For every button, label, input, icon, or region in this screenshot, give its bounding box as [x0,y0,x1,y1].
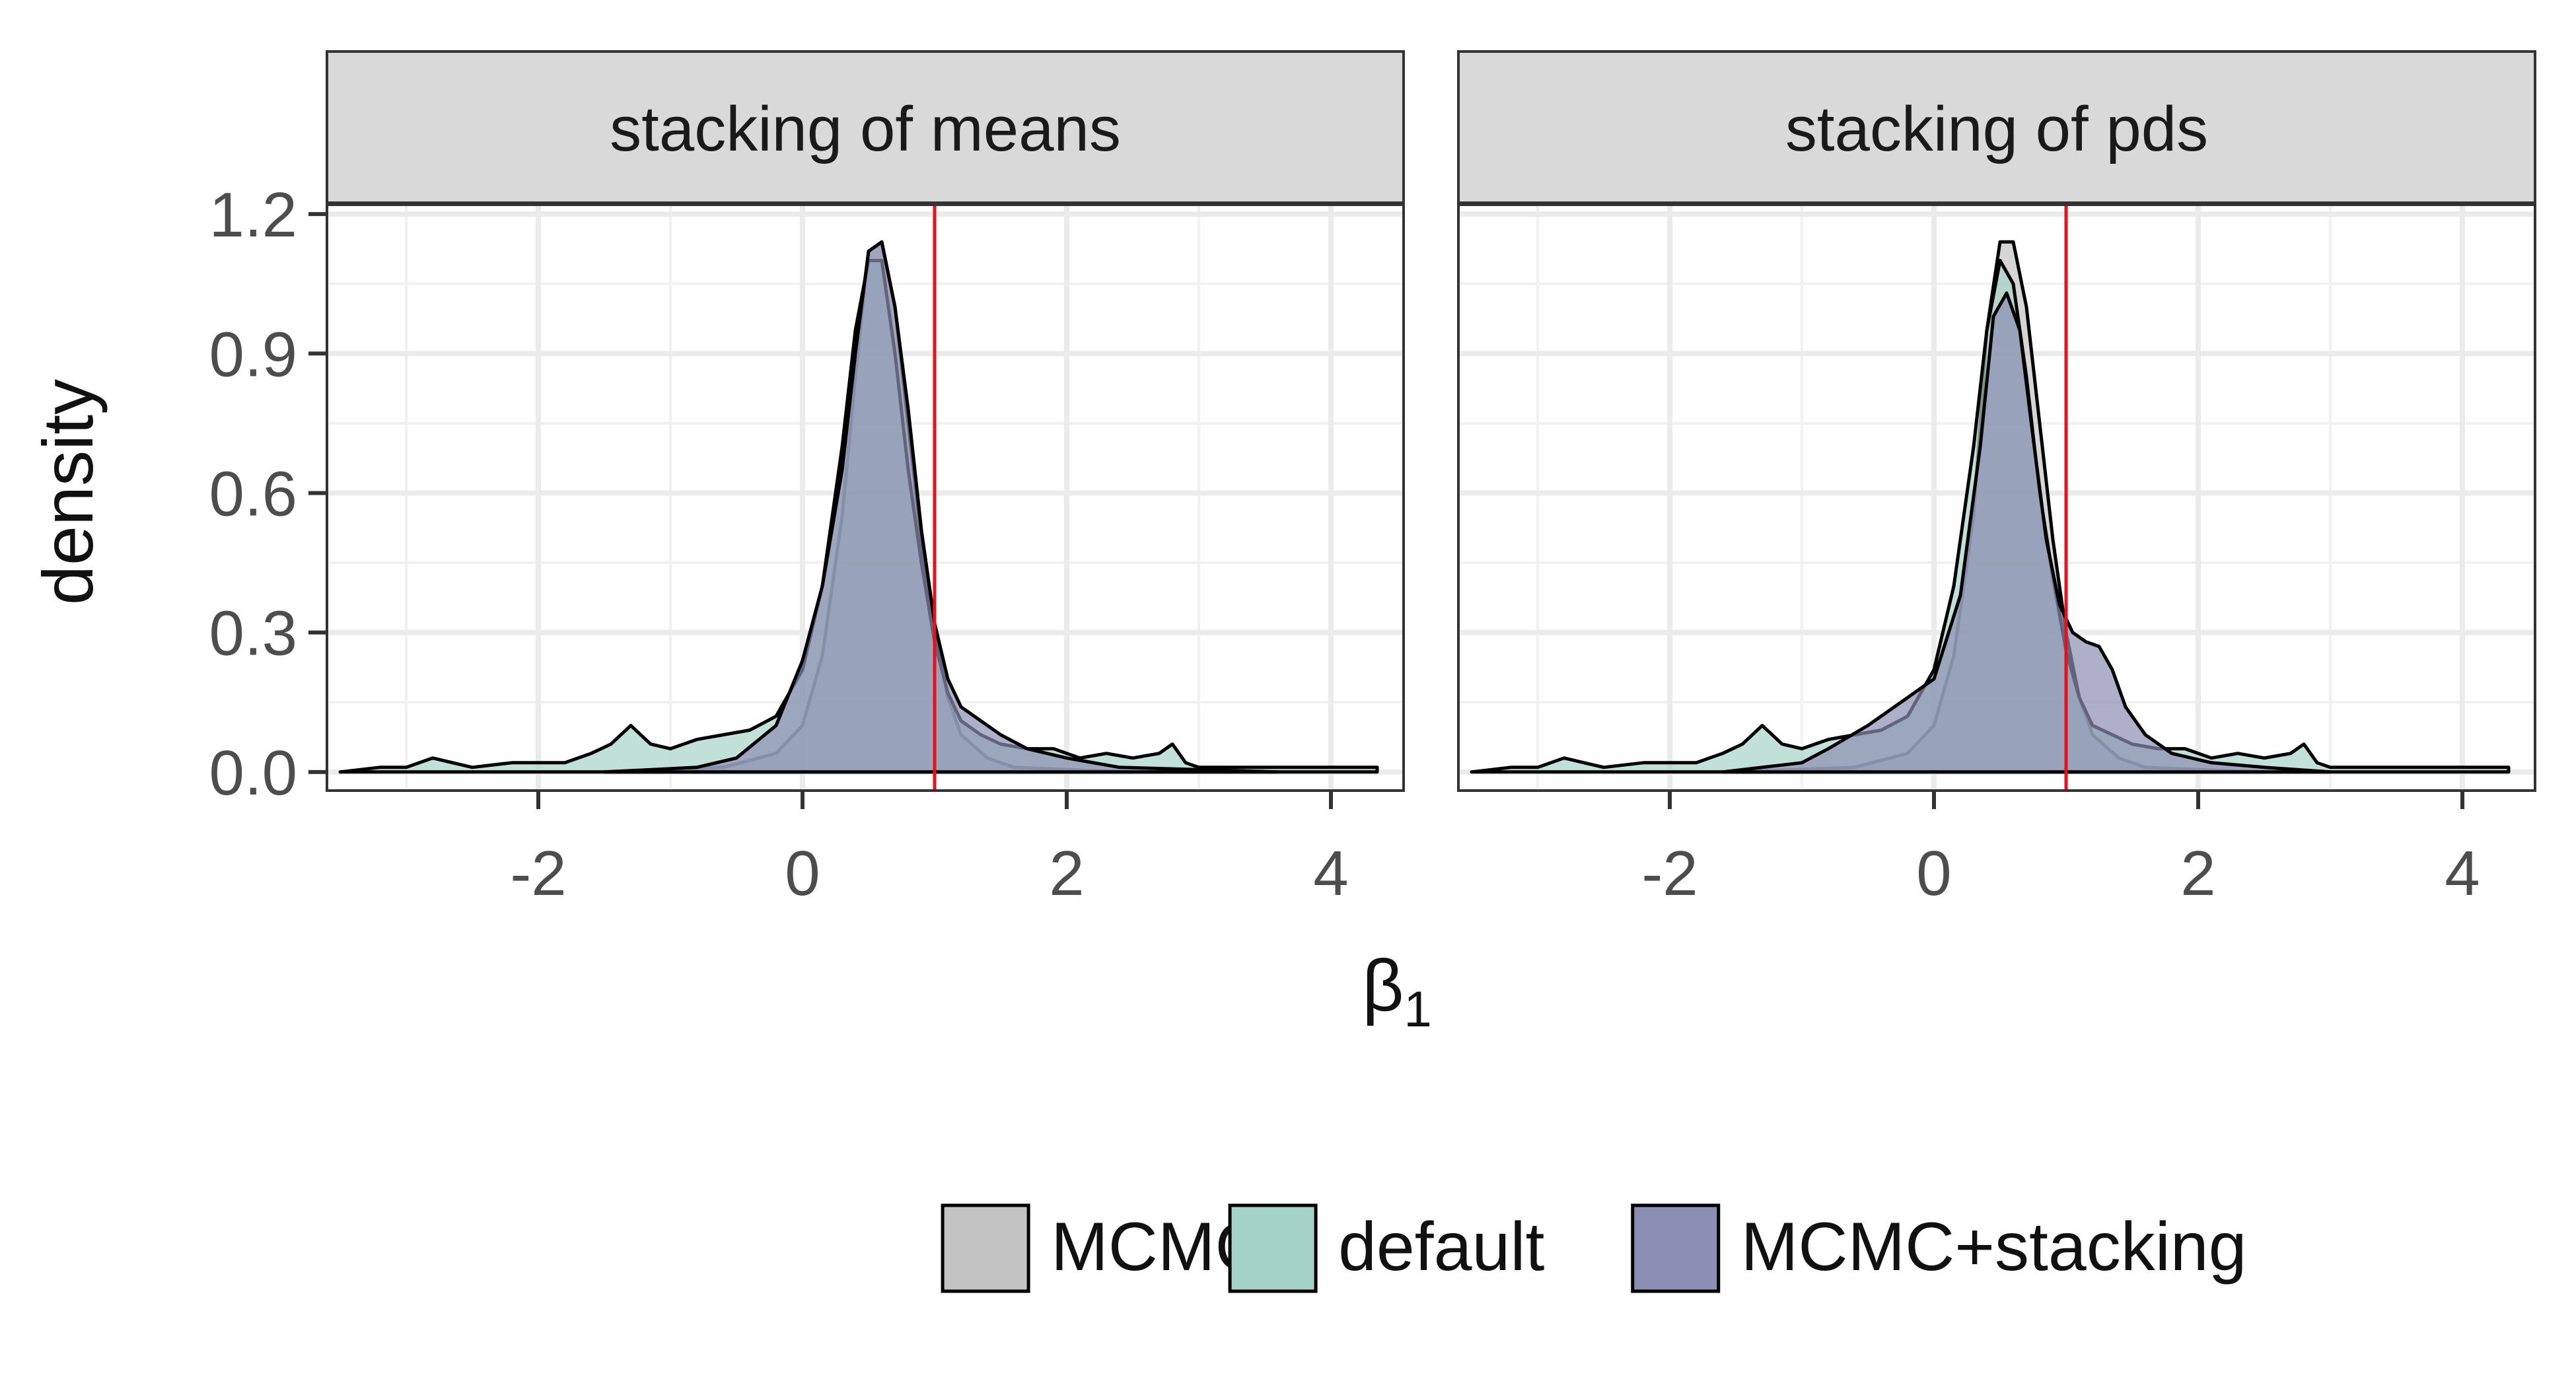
density-mcmc-stacking [602,240,1280,774]
density-mcmc-stacking [1721,291,2332,774]
strip-header [326,50,1405,204]
strip-title: stacking of pds [1785,94,2208,164]
x-tick-label: 0 [785,838,820,909]
panel-0: stacking of means -2 0 2 4 0.0 0.3 0.6 0.9 1.2 [209,50,1405,909]
strip-header [1457,50,2536,204]
density-areas [338,240,1379,774]
panel-border [326,203,1405,792]
y-tick-label: 0.9 [209,319,297,390]
strip-title: stacking of means [610,94,1121,164]
legend-label: default [1338,1209,1544,1285]
y-tick-label: 0.3 [209,598,297,669]
legend-key [1228,1203,1318,1293]
x-tick-label: -2 [510,838,566,909]
legend-key [941,1203,1030,1293]
legend: MCMC default MCMC+stacking [941,1203,2247,1293]
x-tick-label: 0 [1916,838,1951,909]
facet-panels: stacking of means-2 0 2 40.00.30.60.91.2sta… [209,50,2536,909]
density-areas [1470,240,2511,774]
legend-item-default: default [1228,1203,1544,1293]
legend-item-mcmc-stacking: MCMC+stacking [1631,1203,2247,1293]
x-tick-label: 2 [2180,838,2215,909]
x-axis-title: β1 [1362,945,1432,1038]
x-tick-label: 2 [1049,838,1084,909]
x-tick-label: -2 [1641,838,1698,909]
legend-label: MCMC+stacking [1741,1209,2247,1285]
x-tick-label: 4 [2445,838,2480,909]
y-tick-label: 0.0 [209,738,297,808]
legend-key [1631,1203,1721,1293]
x-tick-label: 4 [1313,838,1348,909]
panel-1: stacking of pds -2 0 2 4 [1457,50,2536,909]
y-tick-label: 0.6 [209,458,297,529]
y-tick-label: 1.2 [209,180,297,250]
panel-border [1457,203,2536,792]
legend-item-mcmc: MCMC [941,1203,1265,1293]
y-axis-title: density [28,379,108,605]
